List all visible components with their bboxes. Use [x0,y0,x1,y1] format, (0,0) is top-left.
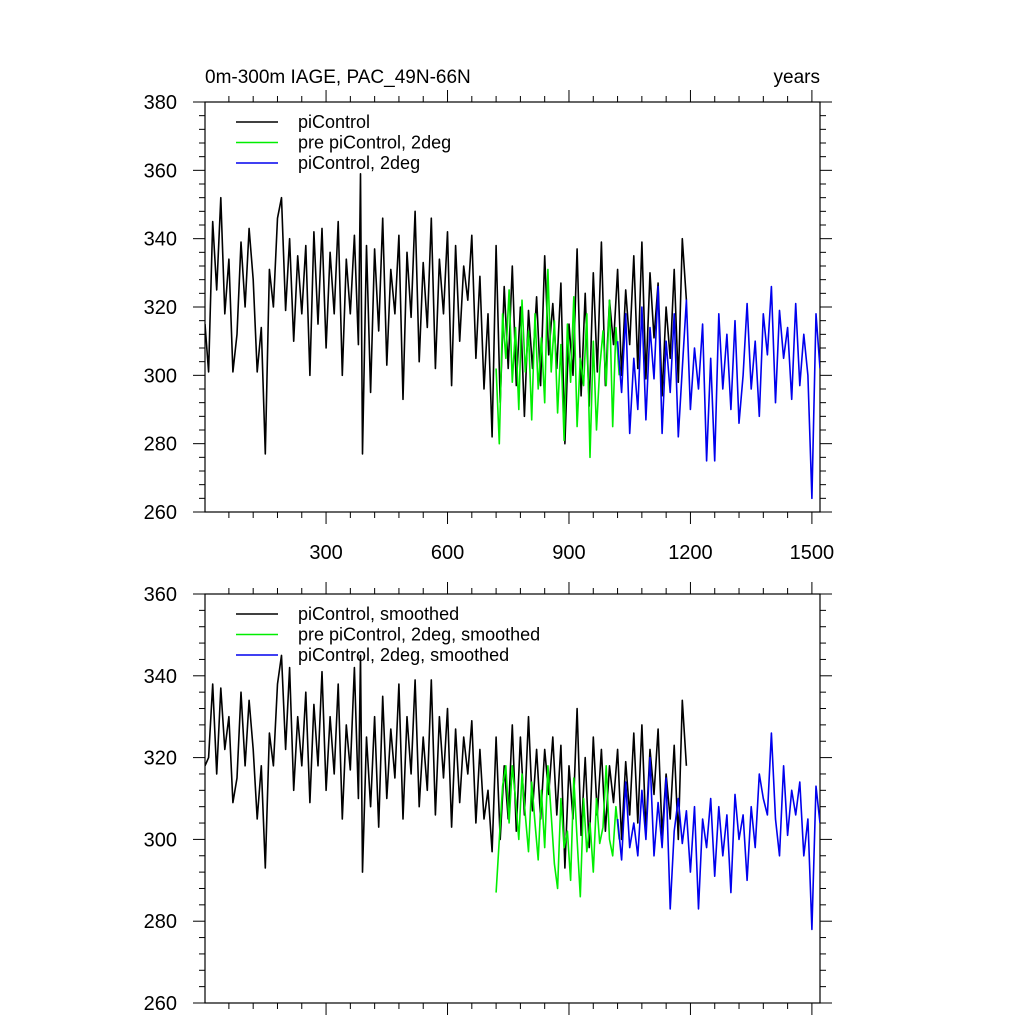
x-tick-label: 600 [431,542,464,564]
y-tick-label: 260 [144,993,177,1015]
legend-label-1: pre piControl, 2deg [298,133,451,153]
legend-label-0: piControl, smoothed [298,604,459,624]
series-line-0 [205,173,688,455]
series-line-2 [616,732,820,931]
x-tick-label: 1200 [668,542,713,564]
series-line-0 [205,654,688,873]
y-tick-label: 320 [144,748,177,770]
bottom-panel: 260 280 300 320 340 360 piControl, smoothedpre… [144,582,832,1015]
x-tick-label: 1500 [790,542,835,564]
y-tick-label: 340 [144,229,177,251]
y-tick-label: 300 [144,829,177,851]
y-tick-label: 300 [144,365,177,387]
series-line-1 [495,268,620,459]
y-tick-label: 260 [144,502,177,524]
y-tick-label: 280 [144,911,177,933]
legend-label-0: piControl [298,112,370,132]
y-tick-label: 380 [144,92,177,114]
plot-frame [204,593,821,1004]
top-panel: 260 280 300 320 340 360 380 300 600 900 1200 1500 0m… [144,67,835,564]
y-tick-label: 360 [144,160,177,182]
x-tick-label: 300 [309,542,342,564]
chart-title: 0m-300m IAGE, PAC_49N-66N [205,67,471,88]
y-tick-label: 360 [144,584,177,606]
series-line-2 [616,285,820,500]
legend-label-2: piControl, 2deg, smoothed [298,645,509,665]
y-tick-label: 320 [144,297,177,319]
x-tick-label: 900 [552,542,585,564]
y-tick-label: 280 [144,434,177,456]
y-tick-label: 340 [144,666,177,688]
units-label: years [774,67,820,88]
series-line-1 [495,764,620,898]
legend-label-1: pre piControl, 2deg, smoothed [298,625,540,645]
legend-label-2: piControl, 2deg [298,153,420,173]
